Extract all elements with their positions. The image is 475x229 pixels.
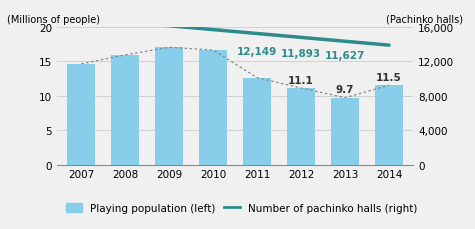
Bar	[331, 98, 360, 165]
Bar	[287, 89, 315, 165]
Bar	[111, 56, 140, 165]
Text: 11,893: 11,893	[281, 49, 321, 59]
Bar	[199, 51, 228, 165]
Text: 12,149: 12,149	[237, 47, 277, 57]
Bar	[155, 48, 183, 165]
Bar	[243, 78, 271, 165]
Bar	[67, 65, 95, 165]
Text: 11,627: 11,627	[325, 51, 365, 61]
Bar	[375, 86, 403, 165]
Text: 11.5: 11.5	[376, 73, 402, 82]
Text: 11.1: 11.1	[288, 75, 314, 85]
Text: (Millions of people): (Millions of people)	[7, 15, 100, 25]
Text: 9.7: 9.7	[336, 85, 354, 95]
Legend: Playing population (left), Number of pachinko halls (right): Playing population (left), Number of pac…	[62, 199, 421, 217]
Text: (Pachinko halls): (Pachinko halls)	[386, 15, 463, 25]
